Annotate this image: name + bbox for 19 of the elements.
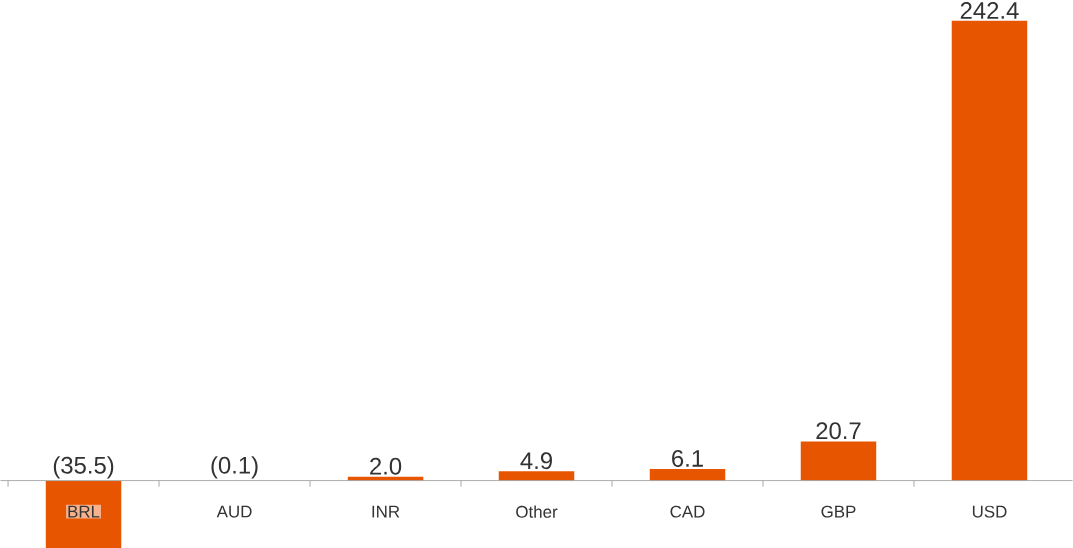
x-tick-label: AUD: [216, 505, 252, 518]
data-label: (35.5): [53, 456, 114, 479]
bar: [649, 469, 726, 481]
data-label: 6.1: [672, 449, 703, 467]
data-label: 4.9: [520, 452, 552, 470]
x-tick-label: INR: [372, 505, 400, 518]
x-tick-label: CAD: [670, 505, 705, 518]
bar: [951, 20, 1028, 481]
x-tick-label: BRL: [68, 505, 100, 518]
data-label: (0.1): [211, 456, 258, 479]
bar: [498, 471, 575, 481]
x-tick-label: USD: [972, 505, 1007, 518]
bar: [45, 480, 122, 548]
x-tick-label: Other: [516, 505, 558, 518]
data-label: 2.0: [370, 457, 402, 475]
x-tick-label: GBP: [821, 505, 856, 518]
data-label: 20.7: [816, 422, 861, 440]
bar: [800, 441, 877, 481]
data-label: 242.4: [960, 2, 1019, 19]
